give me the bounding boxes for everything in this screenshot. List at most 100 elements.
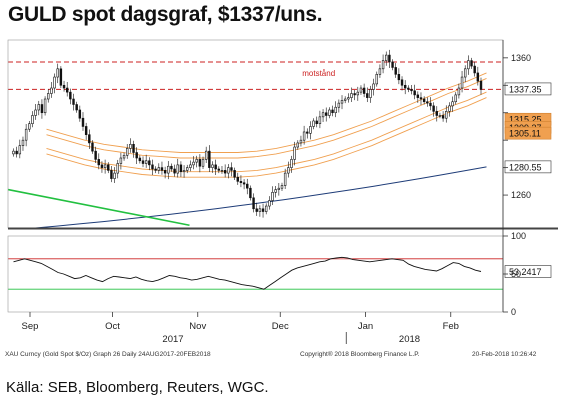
candle-body <box>432 105 435 112</box>
candle-body <box>214 164 217 170</box>
candle-body <box>84 126 88 135</box>
candle-body <box>479 80 483 90</box>
candle-body <box>264 205 268 212</box>
candle-body <box>24 128 28 141</box>
candle-body <box>119 157 123 164</box>
x-tick-label: Dec <box>272 321 289 332</box>
candle-body <box>397 74 401 81</box>
value-label-box <box>504 265 552 278</box>
candle-body <box>182 170 186 173</box>
candle-body <box>91 142 94 152</box>
moving-average-band-line <box>46 97 487 178</box>
candle-body <box>154 168 157 171</box>
candle-body <box>277 187 281 190</box>
candle-body <box>12 150 15 155</box>
candle-body <box>290 159 293 168</box>
footer-right: 20-Feb-2018 10:26:42 <box>472 351 537 358</box>
candle-body <box>457 87 461 96</box>
candle-body <box>192 161 195 166</box>
candle-body <box>337 102 341 108</box>
candle-body <box>309 126 312 134</box>
value-label-text: 53.2417 <box>509 267 542 277</box>
price-value-label: 1337.35 <box>504 82 552 96</box>
candle-body <box>195 159 198 163</box>
candle-body <box>230 167 233 171</box>
candle-body <box>223 170 227 174</box>
candle-body <box>381 60 385 70</box>
candle-body <box>473 65 476 74</box>
candle-body <box>362 87 366 94</box>
candle-body <box>268 200 271 207</box>
value-label-text: 1315.25 <box>509 115 542 125</box>
candle-body <box>407 87 410 90</box>
candle-body <box>59 68 63 86</box>
candle-body <box>62 84 66 89</box>
value-label-box <box>504 126 552 140</box>
chart-title: GULD spot dagsgraf, $1337/uns. <box>8 3 323 26</box>
candle-body <box>321 112 325 118</box>
candle-body <box>378 68 382 75</box>
candle-body <box>198 159 202 167</box>
candle-body <box>103 164 107 168</box>
candle-body <box>271 192 274 201</box>
x-tick-label: Nov <box>189 321 206 332</box>
candle-body <box>18 145 22 155</box>
candle-body <box>280 185 284 189</box>
candle-body <box>132 143 135 153</box>
candle-body <box>249 187 252 199</box>
candle-body <box>72 98 75 105</box>
candle-body <box>189 164 192 168</box>
candle-body <box>211 164 214 168</box>
candle-body <box>353 93 356 96</box>
candle-body <box>78 109 82 119</box>
price-value-label: 1305.11 <box>504 126 552 140</box>
price-panel: motstånd1337.351315.251309.371305.111280… <box>7 49 552 229</box>
candle-body <box>388 54 391 63</box>
x-year-label: 2017 <box>162 334 183 345</box>
candle-body <box>476 72 480 82</box>
candle-body <box>460 76 464 89</box>
value-label-box <box>504 82 552 96</box>
candle-body <box>242 182 246 185</box>
rsi-y-tick-label: 50 <box>511 269 521 279</box>
candle-body <box>65 87 69 93</box>
candle-body <box>179 164 183 173</box>
footer-left: XAU Curncy (Gold Spot $/Oz) Graph 26 Dai… <box>5 351 211 358</box>
candle-body <box>403 84 407 89</box>
x-tick-label: Feb <box>443 321 459 332</box>
candle-body <box>252 197 255 210</box>
candle-body <box>157 167 161 171</box>
candle-body <box>126 148 129 156</box>
value-label-text: 1305.11 <box>509 129 541 139</box>
candle-body <box>312 120 315 127</box>
candle-body <box>37 104 40 111</box>
footer-center: Copyright® 2018 Bloomberg Finance L.P. <box>300 350 420 358</box>
candle-body <box>274 189 277 193</box>
candle-body <box>359 87 363 93</box>
candle-body <box>204 150 208 160</box>
candle-body <box>394 67 397 75</box>
moving-average-band-line <box>46 91 487 173</box>
candle-body <box>410 89 413 92</box>
candle-body <box>170 165 173 170</box>
axes: 1260 1360 0 50 100 Sep Oct Nov Dec Jan Feb 2017 2018 <box>7 39 558 345</box>
candle-body <box>470 60 473 67</box>
candle-body <box>15 150 18 155</box>
candle-body <box>208 150 211 168</box>
candle-body <box>110 170 113 179</box>
candle-body <box>293 146 296 160</box>
candle-body <box>306 131 309 134</box>
candle-body <box>372 83 375 90</box>
candle-body <box>141 160 145 164</box>
candle-body <box>94 150 97 160</box>
candle-body <box>220 170 224 172</box>
candle-body <box>21 139 25 146</box>
price-y-tick-label: 1260 <box>511 190 531 200</box>
candle-body <box>369 89 372 98</box>
rsi-frame <box>7 235 504 313</box>
candle-body <box>113 172 116 179</box>
candle-body <box>283 172 287 186</box>
candle-body <box>163 170 167 174</box>
candle-body <box>81 117 85 127</box>
